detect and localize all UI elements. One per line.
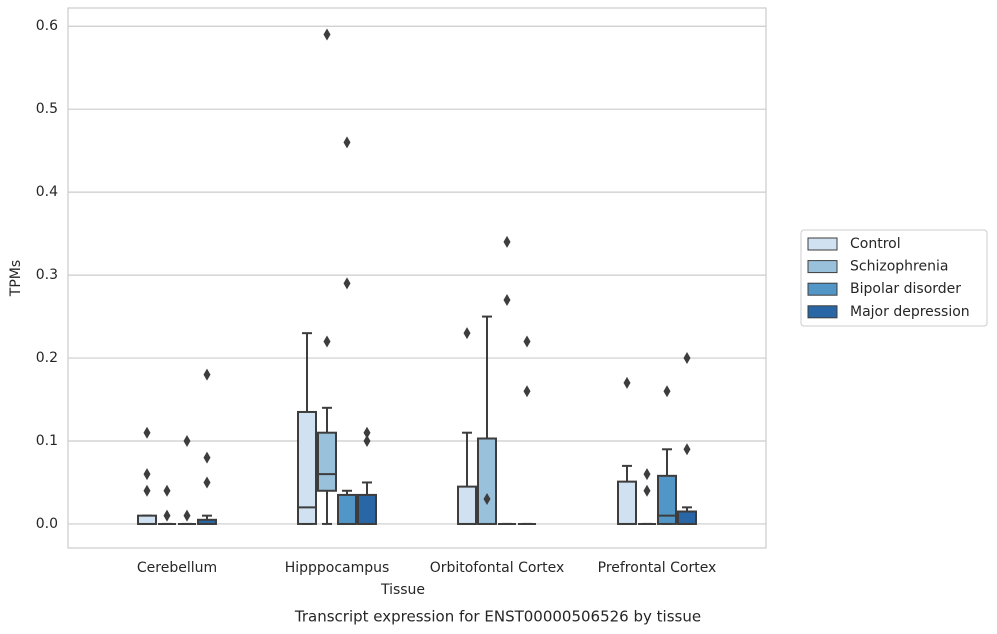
outlier [323,28,331,41]
outlier [163,509,171,522]
y-tick-label: 0.4 [36,184,58,200]
y-tick-label: 0.1 [36,433,58,449]
x-tick-label: Prefrontal Cortex [598,560,717,576]
outlier [363,434,371,447]
outlier [483,493,491,506]
legend-swatch [807,237,838,251]
outlier [343,136,351,149]
legend-swatch [807,282,838,296]
box [657,474,677,525]
chart-title: Transcript expression for ENST0000050652… [294,608,701,626]
outlier [643,468,651,481]
outlier [183,509,191,522]
y-tick-label: 0.6 [36,18,58,34]
outlier [623,376,631,389]
outlier [183,434,191,447]
x-tick-label: Orbitofontal Cortex [430,560,565,576]
outlier [503,235,511,248]
outlier [643,484,651,497]
legend-label: Major depression [850,304,970,320]
box [357,493,377,525]
x-tick-label: Hipppocampus [285,560,390,576]
legend [800,229,988,327]
y-axis-label: TPMs [8,260,24,297]
outlier [343,277,351,290]
outlier [663,385,671,398]
outlier [143,426,151,439]
outlier [203,451,211,464]
x-tick-label: Cerebellum [137,560,217,576]
outlier [203,368,211,381]
outlier [203,476,211,489]
box [677,510,697,525]
outlier [323,335,331,348]
outlier [363,426,371,439]
outlier [463,327,471,340]
box [137,514,157,525]
legend-label: Schizophrenia [850,259,948,275]
outlier [523,385,531,398]
outlier [503,293,511,306]
outlier [683,352,691,365]
y-tick-label: 0.2 [36,350,58,366]
legend-label: Control [850,236,901,252]
box [297,410,317,525]
box [617,480,637,525]
legend-swatch [807,260,838,274]
outlier [683,443,691,456]
outlier [143,468,151,481]
outlier [523,335,531,348]
box [337,493,357,525]
box [457,485,477,525]
legend-swatch [807,305,838,319]
x-axis-label: Tissue [380,582,425,598]
plot-area [67,7,767,549]
outlier [163,484,171,497]
box [317,431,337,492]
y-tick-label: 0.5 [36,101,58,117]
legend-label: Bipolar disorder [850,281,961,297]
outlier [143,484,151,497]
y-tick-label: 0.3 [36,267,58,283]
y-tick-label: 0.0 [36,516,58,532]
box [477,437,497,525]
